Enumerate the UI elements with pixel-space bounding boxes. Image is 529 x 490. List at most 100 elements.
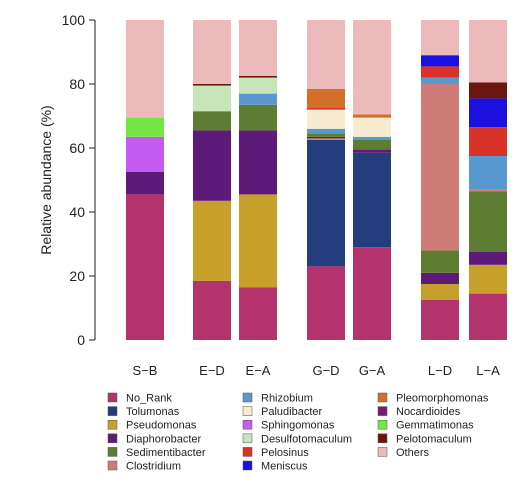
bar-segment-G−D-Rhizobium <box>307 128 345 134</box>
bar-segment-E−A-Desulfotomaculum <box>239 77 277 94</box>
bar-segment-G−A-Sedimentibacter <box>353 140 391 150</box>
bar-segment-L−A-Pseudomonas <box>469 264 507 294</box>
legend-swatch <box>242 447 253 457</box>
bar-segment-G−D-Pseudomonas <box>307 138 345 140</box>
y-tick-label: 0 <box>77 332 85 348</box>
x-tick-label: G−D <box>312 363 339 378</box>
y-tick-label: 20 <box>69 268 85 284</box>
bar-segment-G−D-Diaphorobacter <box>307 136 345 139</box>
legend-label: Clostridium <box>126 461 181 473</box>
bar-segment-L−A-Clostridium <box>469 189 507 192</box>
bar-segment-G−D-Pelosinus <box>307 108 345 110</box>
legend-label: No_Rank <box>126 393 172 405</box>
legend-swatch <box>107 447 118 457</box>
legend-swatch <box>107 460 118 471</box>
bar-segment-E−A-No_Rank <box>239 287 277 340</box>
legend-label: Pelotomaculum <box>396 433 472 445</box>
x-tick-label: E−D <box>199 363 225 378</box>
legend-label: Tolumonas <box>126 406 180 418</box>
bar-segment-E−D-Diaphorobacter <box>193 130 231 201</box>
x-tick-label: G−A <box>359 363 386 378</box>
legend-swatch <box>242 406 253 416</box>
legend-swatch <box>107 419 118 430</box>
legend-swatch <box>377 419 388 430</box>
bar-segment-S−B-Diaphorobacter <box>126 172 164 195</box>
legend-label: Pseudomonas <box>126 420 197 432</box>
bar-segment-L−D-Diaphorobacter <box>421 272 459 284</box>
y-axis-ticks: 0 20 40 60 80 100 <box>62 12 95 348</box>
bar-segment-S−B-Others <box>126 20 164 118</box>
bar-segment-E−D-Sedimentibacter <box>193 111 231 131</box>
bar-segment-L−A-Diaphorobacter <box>469 252 507 265</box>
bar-segment-G−A-Others <box>353 20 391 115</box>
legend-label: Nocardioides <box>396 406 461 418</box>
bar-segment-L−A-Sedimentibacter <box>469 191 507 252</box>
legend-swatch <box>377 392 388 403</box>
bar-segment-L−A-No_Rank <box>469 293 507 340</box>
bar-segment-E−D-No_Rank <box>193 280 231 340</box>
bar-segment-L−D-Others <box>421 20 459 56</box>
bar-segment-L−D-Meniscus <box>421 55 459 67</box>
legend-swatch <box>377 433 388 444</box>
legend-label: Pelosinus <box>261 447 309 459</box>
bar-segment-E−D-Pseudomonas <box>193 200 231 281</box>
legend-label: Gemmatimonas <box>396 420 474 432</box>
legend-swatch <box>242 392 253 403</box>
bar-segment-E−A-Rhizobium <box>239 93 277 105</box>
bar-segment-S−B-No_Rank <box>126 194 164 340</box>
bar-segment-L−D-Rhizobium <box>421 77 459 84</box>
legend-label: Others <box>396 447 430 459</box>
legend-label: Diaphorobacter <box>126 433 202 445</box>
bar-segment-G−D-No_Rank <box>307 266 345 340</box>
bar-segment-E−D-Desulfotomaculum <box>193 85 231 112</box>
bar-segment-E−D-Others <box>193 20 231 84</box>
legend-swatch <box>107 433 118 444</box>
bar-segment-G−A-Tolumonas <box>353 152 391 248</box>
legend-swatch <box>107 392 118 403</box>
legend-label: Pleomorphomonas <box>396 393 489 405</box>
bar-segment-G−D-Pleomorphomonas <box>307 88 345 108</box>
legend-label: Desulfotomaculum <box>261 433 352 445</box>
bar-segment-L−A-Others <box>469 20 507 83</box>
bar-segment-E−A-Diaphorobacter <box>239 130 277 195</box>
bar-segment-G−D-Sedimentibacter <box>307 133 345 137</box>
y-tick-label: 40 <box>69 204 85 220</box>
y-tick-label: 100 <box>62 12 86 28</box>
legend-swatch <box>242 433 253 444</box>
legend-label: Rhizobium <box>261 393 313 405</box>
bar-segment-G−D-Tolumonas <box>307 140 345 267</box>
bar-segment-G−A-No_Rank <box>353 247 391 340</box>
x-axis-labels: S−B E−D E−A G−D G−A L−D L−A <box>133 363 501 378</box>
bar-segment-E−A-Others <box>239 20 277 76</box>
bar-segment-L−A-Meniscus <box>469 98 507 128</box>
x-tick-label: E−A <box>246 363 271 378</box>
legend-swatch <box>242 419 253 430</box>
bar-segment-L−A-Pelotomaculum <box>469 82 507 99</box>
legend-label: Sedimentibacter <box>126 447 206 459</box>
bar-segment-L−D-Pelosinus <box>421 66 459 78</box>
bar-segment-G−A-Paludibacter <box>353 117 391 137</box>
legend-swatch <box>242 460 253 471</box>
y-tick-label: 60 <box>69 140 85 156</box>
legend-swatch <box>377 406 388 416</box>
bar-segment-S−B-Gemmatimonas <box>126 117 164 137</box>
legend-label: Meniscus <box>261 461 308 473</box>
bar-segment-L−A-Pelosinus <box>469 127 507 156</box>
bar-segment-E−D-Pelotomaculum <box>193 84 231 86</box>
bar-segment-G−D-Others <box>307 20 345 89</box>
bar-segment-G−D-Paludibacter <box>307 109 345 129</box>
bar-segment-E−A-Pseudomonas <box>239 194 277 288</box>
y-axis-label: Relative abundance (%) <box>38 105 54 254</box>
legend-swatch <box>107 406 118 416</box>
bar-segment-L−D-Clostridium <box>421 84 459 251</box>
legend-label: Sphingomonas <box>261 420 335 432</box>
bar-segment-L−D-No_Rank <box>421 300 459 340</box>
bar-segment-S−B-Sphingomonas <box>126 136 164 172</box>
bar-segment-E−A-Pelotomaculum <box>239 76 277 78</box>
y-tick-label: 80 <box>69 76 85 92</box>
bar-segment-G−A-Pleomorphomonas <box>353 114 391 118</box>
bar-segment-L−A-Rhizobium <box>469 156 507 190</box>
